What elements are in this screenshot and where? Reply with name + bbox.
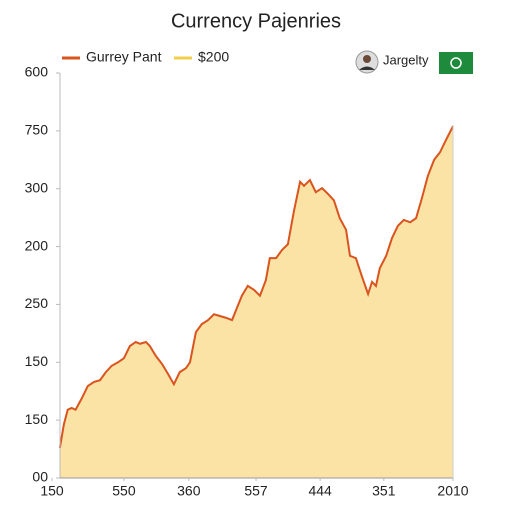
y-tick-label: 150 [25, 353, 49, 369]
y-tick-label: 00 [32, 469, 48, 485]
x-tick-label: 351 [372, 483, 396, 499]
badge-text: Jargelty [383, 52, 429, 67]
y-tick-label: 150 [25, 411, 49, 427]
chart-title: Currency Pajenries [171, 10, 341, 32]
x-tick-label: 150 [40, 483, 64, 499]
avatar-head [363, 55, 371, 63]
y-tick-label: 750 [25, 122, 49, 138]
flag-emblem [450, 57, 462, 69]
y-tick-label: 200 [25, 237, 49, 253]
x-tick-label: 550 [112, 483, 136, 499]
flag [439, 52, 473, 74]
badge: Jargelty [355, 50, 473, 74]
x-tick-label: 360 [177, 483, 201, 499]
y-tick-label: 300 [25, 179, 49, 195]
x-tick-label: 557 [244, 483, 268, 499]
legend-label: Gurrey Pant [86, 49, 162, 65]
area [59, 126, 454, 478]
y-tick-label: 600 [25, 64, 49, 80]
legend-label: $200 [198, 49, 229, 65]
line [58, 125, 454, 449]
x-tick-label: 2010 [437, 483, 468, 499]
x-tick-label: 444 [308, 483, 332, 499]
avatar-body [359, 66, 375, 70]
y-tick-label: 250 [25, 295, 49, 311]
